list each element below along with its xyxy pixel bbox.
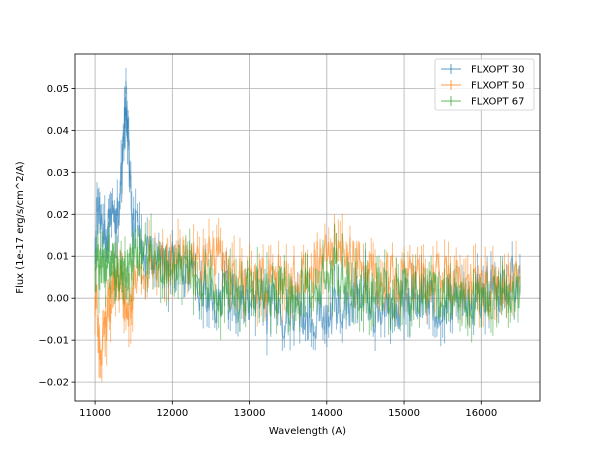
series-3 [94,213,521,343]
x-tick-label: 13000 [234,408,266,419]
x-axis-label: Wavelength (A) [269,426,346,437]
y-tick-label: 0.03 [47,168,69,179]
plot-area-background [75,54,540,401]
legend-entry: FLXOPT 67 [441,96,524,108]
series-layer [94,67,521,383]
y-tick-label: 0.05 [47,84,69,95]
series-line [94,228,521,326]
legend-entry: FLXOPT 50 [441,80,524,92]
legend-box [434,58,535,111]
y-ticks: −0.02 −0.01 0.00 0.01 0.02 0.03 0.04 0.05 [38,84,75,389]
y-tick-label: −0.01 [38,336,69,347]
series-line [94,80,521,340]
x-tick-label: 14000 [311,408,343,419]
y-tick-label: −0.02 [38,378,69,389]
series-2 [94,213,521,383]
y-tick-label: 0.01 [47,252,69,263]
legend-entry: FLXOPT 30 [441,64,524,76]
legend-label: FLXOPT 50 [471,81,524,92]
legend: FLXOPT 30 FLXOPT 50 FLXOPT 67 [434,58,535,111]
x-tick-label: 15000 [388,408,420,419]
plot-frame [74,53,541,402]
legend-label: FLXOPT 67 [471,97,524,108]
plot-series-area [94,67,521,383]
x-ticks: 11000 12000 13000 14000 15000 16000 [79,401,497,419]
x-tick-label: 11000 [79,408,111,419]
x-tick-label: 12000 [156,408,188,419]
x-tick-label: 16000 [465,408,497,419]
legend-label: FLXOPT 30 [471,65,524,76]
y-axis-label: Flux (1e-17 erg/s/cm^2/A) [15,161,26,293]
y-tick-label: 0.02 [47,210,69,221]
y-tick-label: 0.04 [47,126,69,137]
y-tick-label: 0.00 [47,294,69,305]
